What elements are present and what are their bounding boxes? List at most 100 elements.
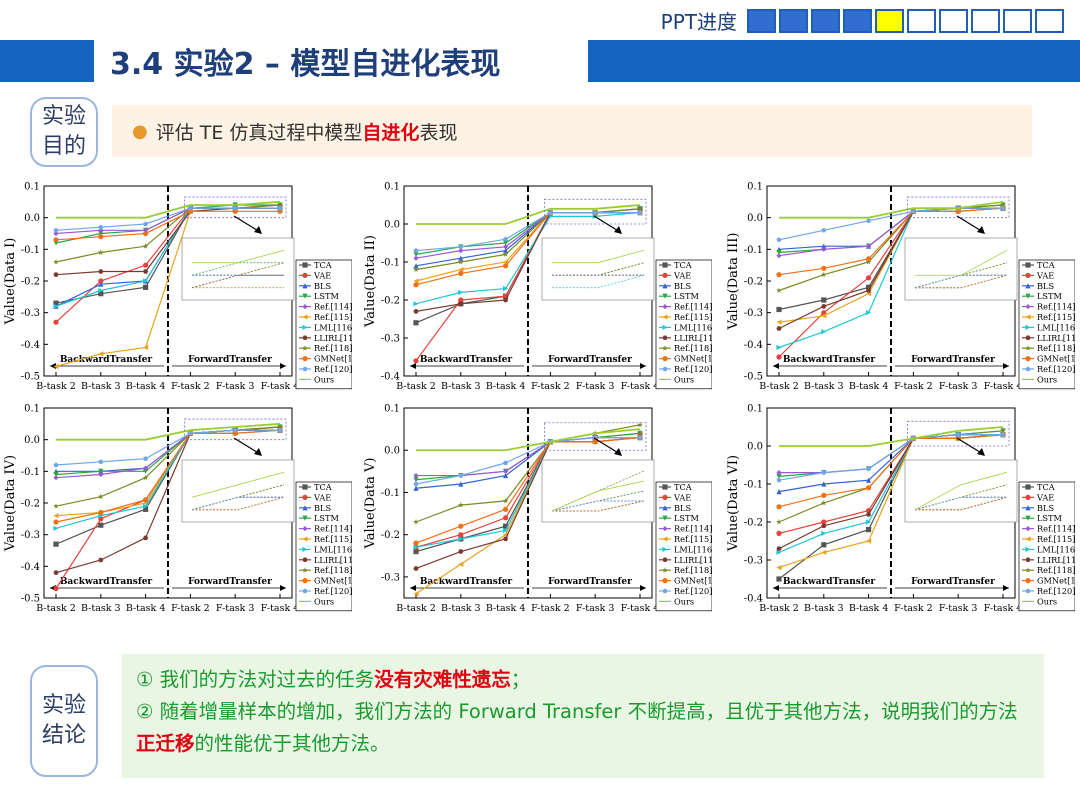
legend-marker-2 [302, 505, 308, 511]
y-tick-label-0: 0.1 [24, 182, 40, 193]
legend-marker-0 [662, 484, 668, 490]
y-tick-label-5: -0.4 [744, 594, 763, 605]
series-point-GMNet[119]-2 [143, 497, 149, 503]
series-line-LML[116] [415, 212, 641, 305]
legend-entry-4: Ref.[114] [674, 302, 712, 312]
y-axis-label: Value(Data III) [726, 233, 741, 331]
conclusion-1-before: ① 我们的方法对过去的任务 [136, 668, 375, 691]
objective-badge-line1: 实验 [41, 104, 86, 130]
zoom-region-box [183, 418, 287, 441]
legend-marker-0 [302, 262, 308, 268]
series-point-GMNet[119]-1 [458, 270, 464, 276]
inset-panel [541, 237, 655, 301]
chart-data-3: 0.1 0.0 -0.1 -0.2 -0.3 -0.4 -0.5 B-task 2 B-task… [725, 178, 1075, 403]
legend-entry-8: Ref.[118] [674, 343, 712, 353]
legend-entry-11: Ours [674, 374, 694, 384]
series-point-GMNet[119]-2 [503, 506, 509, 512]
legend-entry-2: BLS [1037, 281, 1054, 291]
y-tick-label-5: -0.4 [21, 562, 40, 573]
inset-series-GMNet[119] [915, 496, 1008, 511]
inset-pointer-head [254, 226, 262, 234]
legend-entry-6: LML[116] [1037, 322, 1075, 332]
series-line-Ref.[120] [55, 207, 280, 231]
legend-entry-11: Ours [1037, 596, 1057, 606]
chart-svg-4: 0.1 0.0 -0.1 -0.2 -0.3 -0.4 -0.5B-task 2 B-task… [3, 404, 352, 614]
series-point-Ref.[120]-5 [277, 427, 283, 433]
series-point-Ref.[114]-0 [413, 255, 419, 261]
legend-entry-3: LSTM [674, 513, 699, 523]
objective-badge: 实验 目的 [30, 97, 98, 167]
backward-arrow-head [773, 585, 779, 591]
chart-svg-5: 0.1 0.0 -0.1 -0.2 -0.3 B-task 2 B-task 3 B-task… [363, 404, 712, 614]
x-tick-label-2: B-task 4 [126, 381, 166, 392]
series-point-BLS-0 [413, 263, 419, 269]
legend-entry-8: Ref.[118] [1037, 343, 1075, 353]
legend-marker-8 [302, 345, 308, 351]
series-point-LSTM-1 [98, 230, 104, 237]
x-tick-label-0: B-task 2 [396, 381, 436, 392]
zoom-region-box [543, 422, 647, 451]
legend-entry-5: Ref.[115] [314, 534, 352, 544]
series-point-Ref.[115]-1 [821, 549, 827, 555]
series-point-VAE-2 [143, 262, 149, 268]
legend-marker-10 [1025, 588, 1031, 594]
inset-pointer-line [956, 215, 984, 233]
legend-entry-2: BLS [674, 281, 691, 291]
series-point-LML[116]-2 [503, 286, 509, 292]
chart-data-1: 0.1 0.0 -0.1 -0.2 -0.3 -0.4 -0.5 B-task 2 B-task… [2, 178, 352, 403]
series-point-LLIRL[117]-1 [458, 301, 464, 307]
legend-marker-0 [1025, 262, 1031, 268]
series-point-LML[116]-0 [413, 301, 419, 307]
inset-pointer-line [593, 437, 621, 455]
series-point-LSTM-5 [637, 430, 643, 436]
series-point-GMNet[119]-0 [776, 504, 782, 510]
series-point-Ref.[115]-0 [413, 278, 419, 284]
series-point-VAE-0 [53, 585, 59, 592]
legend-entry-2: BLS [674, 503, 691, 513]
y-axis-label: Value(Data V) [363, 458, 378, 550]
legend-entry-9: GMNet[119] [314, 354, 352, 364]
series-point-LML[116]-2 [143, 503, 149, 509]
inset-panel [904, 237, 1018, 301]
series-point-Ref.[120]-2 [503, 236, 509, 242]
series-point-GMNet[119]-1 [98, 509, 104, 516]
series-point-LLIRL[117]-0 [776, 326, 782, 331]
series-point-Ref.[115]-1 [458, 561, 464, 567]
series-point-LLIRL[117]-2 [503, 536, 509, 542]
progress-cell-3 [811, 8, 840, 33]
x-tick-label-5: F-task 4 [984, 381, 1023, 392]
series-point-BLS-1 [458, 481, 464, 487]
conclusion-line-2: ② 随着增量样本的增加，我们方法的 Forward Transfer 不断提高，… [136, 696, 1030, 760]
x-tick-label-2: B-task 4 [849, 603, 889, 614]
series-point-VAE-0 [53, 319, 59, 325]
legend-marker-9 [302, 356, 308, 362]
x-tick-label-4: F-task 3 [939, 381, 978, 392]
inset-series-Ref.[120] [914, 496, 1007, 511]
series-point-LML[116]-0 [53, 525, 59, 531]
legend-entry-0: TCA [1037, 260, 1055, 270]
legend-entry-5: Ref.[115] [674, 534, 712, 544]
forward-transfer-label: ForwardTransfer [548, 577, 632, 587]
series-point-Ref.[118]-2 [142, 243, 149, 249]
progress-cell-4 [843, 8, 872, 33]
legend-entry-6: LML[116] [674, 544, 712, 554]
legend-marker-1 [662, 272, 668, 278]
series-point-Ref.[120]-0 [776, 237, 782, 242]
legend-marker-9 [662, 356, 668, 362]
progress-cell-10 [1035, 8, 1064, 33]
backward-transfer-label: BackwardTransfer [783, 577, 876, 587]
inset-series-LML[116] [552, 274, 645, 289]
series-line-GMNet[119] [778, 434, 1004, 508]
series-point-LML[116]-0 [413, 544, 419, 550]
series-point-Ref.[120]-5 [1000, 205, 1006, 211]
y-tick-label-1: 0.0 [24, 213, 40, 224]
series-point-LLIRL[117]-2 [503, 297, 509, 303]
y-tick-label-3: -0.2 [744, 277, 763, 288]
inset-pointer-line [593, 215, 621, 233]
conclusion-1-highlight: 没有灾难性遗忘 [374, 668, 511, 691]
legend-marker-10 [662, 588, 668, 594]
series-point-BLS-1 [458, 255, 464, 261]
x-tick-label-0: B-task 2 [759, 381, 799, 392]
legend-entry-0: TCA [314, 482, 332, 492]
series-point-VAE-1 [458, 297, 464, 303]
